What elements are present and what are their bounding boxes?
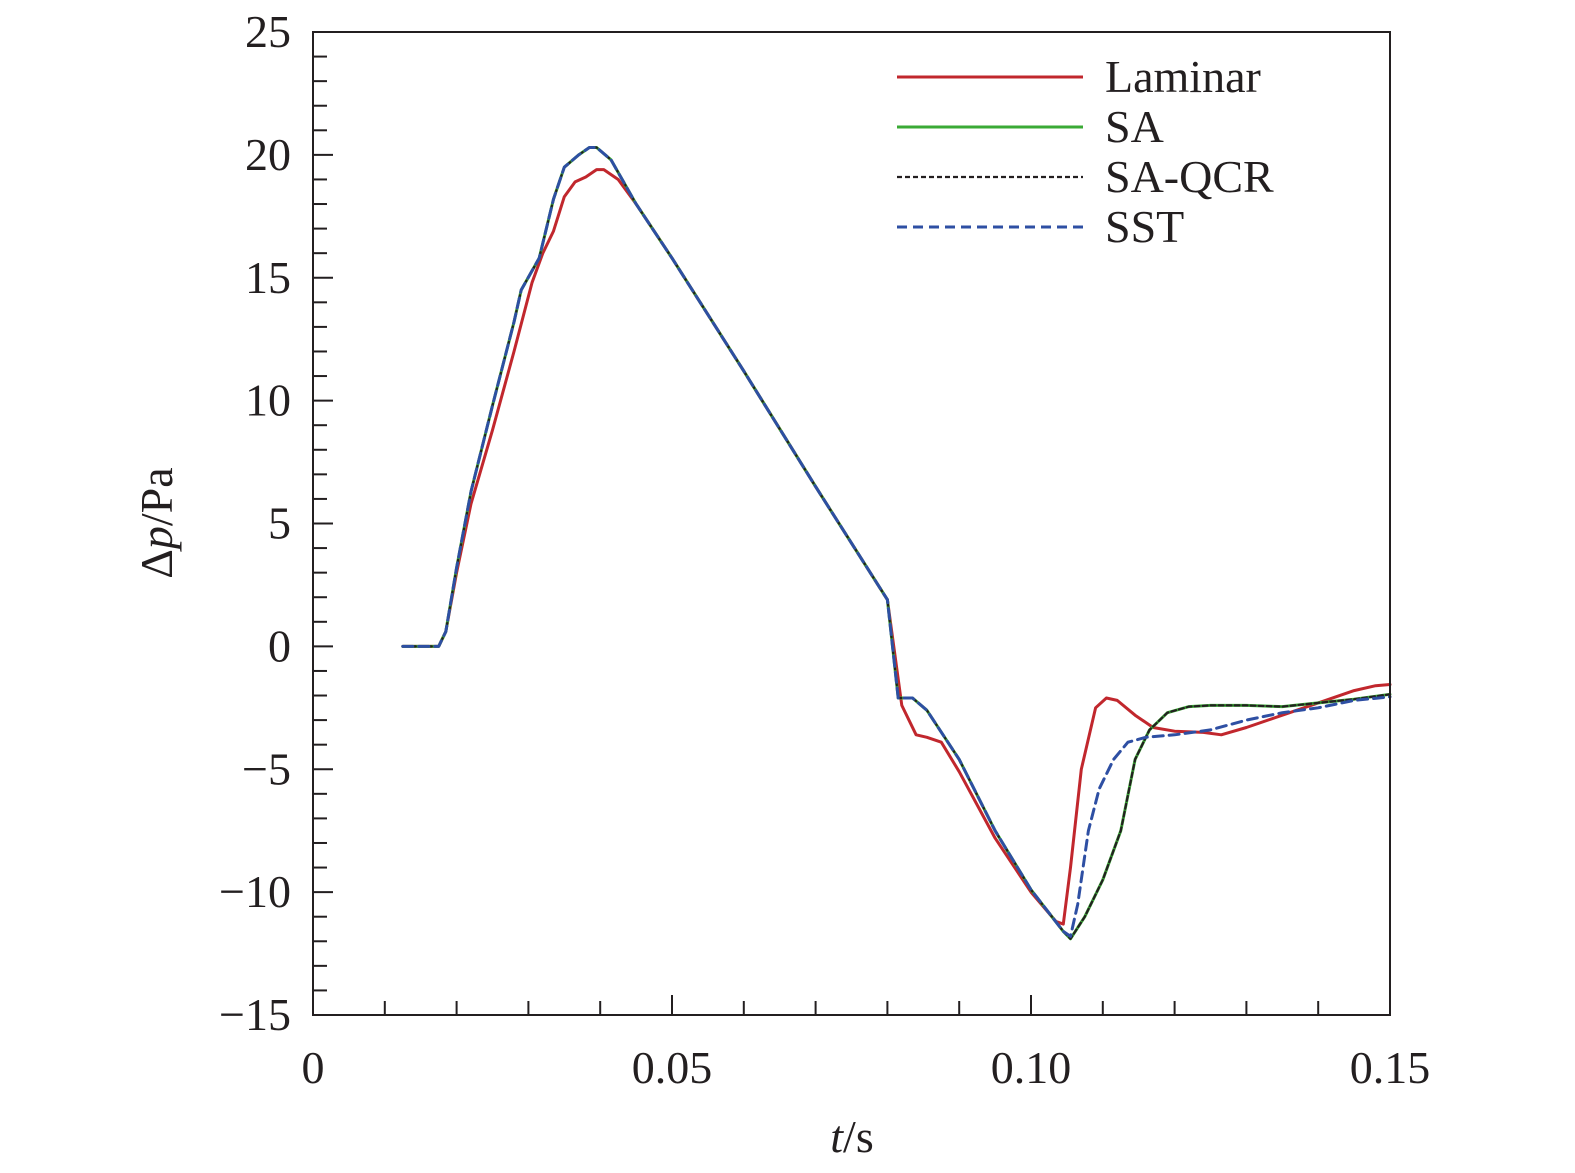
x-tick-label: 0.15: [1350, 1042, 1431, 1093]
axis-ticks: [312, 31, 1391, 1016]
legend-label-sa-qcr: SA-QCR: [1105, 151, 1274, 202]
y-axis-unit: /Pa: [131, 467, 182, 526]
y-tick-label: 20: [245, 129, 291, 180]
y-tick-label: 0: [268, 620, 291, 671]
y-axis-title: Δp/Pa: [131, 467, 182, 578]
x-axis-unit: /s: [843, 1111, 874, 1162]
y-tick-label: 10: [245, 375, 291, 426]
x-axis-var: t: [830, 1111, 844, 1162]
legend-label-sa: SA: [1105, 101, 1164, 152]
y-tick-label: −10: [219, 866, 291, 917]
y-tick-label: −5: [242, 743, 291, 794]
series-line-sa: [401, 146, 1392, 941]
series-line-sst: [401, 146, 1392, 938]
series-line-sa-qcr: [401, 146, 1392, 940]
axis-tick-labels: 0 0.05 0.10 0.15 −15 −10 −5 0 5 10 15 20 25: [219, 6, 1430, 1093]
y-axis-delta-symbol: Δ: [131, 549, 182, 579]
y-tick-label: 25: [245, 6, 291, 57]
y-tick-label: −15: [219, 989, 291, 1040]
series-line-laminar: [401, 168, 1392, 926]
legend-label-sst: SST: [1105, 201, 1184, 252]
x-axis-title: t/s: [830, 1111, 873, 1162]
y-axis-delta: Δp: [131, 526, 182, 579]
x-tick-label: 0: [302, 1042, 325, 1093]
x-tick-label: 0.05: [632, 1042, 713, 1093]
legend-label-laminar: Laminar: [1105, 51, 1261, 102]
x-tick-label: 0.10: [991, 1042, 1072, 1093]
y-tick-label: 15: [245, 252, 291, 303]
y-tick-label: 5: [268, 498, 291, 549]
plot-frame: [312, 31, 1391, 1016]
y-axis-p-symbol: p: [131, 526, 182, 552]
series-lines: [401, 146, 1392, 941]
